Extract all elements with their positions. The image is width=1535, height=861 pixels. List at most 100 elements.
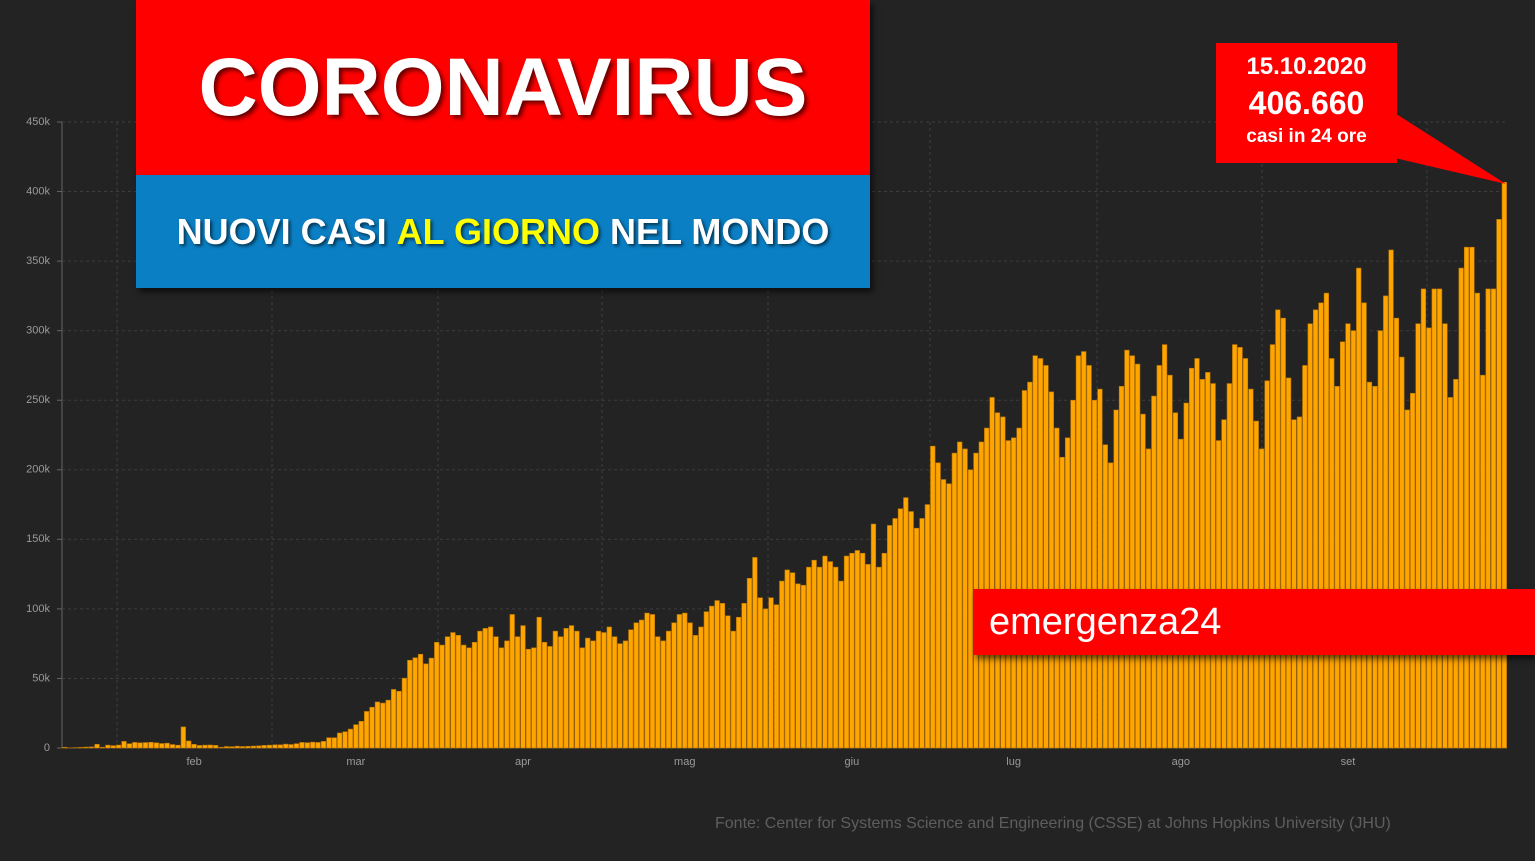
bar xyxy=(1242,358,1249,749)
bar xyxy=(374,701,381,749)
bar xyxy=(256,745,262,749)
bar xyxy=(1016,427,1022,749)
bar xyxy=(1237,347,1243,749)
bar xyxy=(531,647,537,749)
bar xyxy=(1097,388,1103,749)
bar xyxy=(1404,409,1410,749)
x-tick-label: set xyxy=(1341,756,1356,768)
bar xyxy=(1496,219,1502,749)
bar xyxy=(1188,367,1195,749)
bar xyxy=(789,572,796,749)
bar xyxy=(1350,330,1356,749)
bar xyxy=(434,641,440,749)
bar xyxy=(515,636,521,749)
bar xyxy=(407,659,413,749)
bar xyxy=(644,612,650,749)
bar xyxy=(229,746,235,749)
bar xyxy=(261,745,267,749)
bar xyxy=(455,635,461,749)
bar xyxy=(1124,349,1130,749)
bar xyxy=(390,689,397,749)
bar xyxy=(234,745,240,749)
bar xyxy=(1043,365,1049,749)
bar xyxy=(396,690,402,749)
bar xyxy=(380,702,386,749)
bar xyxy=(870,523,877,749)
bar xyxy=(1329,358,1335,749)
bar xyxy=(784,569,790,749)
bar xyxy=(1339,341,1346,749)
bar xyxy=(1183,402,1189,749)
bar xyxy=(353,724,359,749)
bar xyxy=(89,746,95,749)
bar xyxy=(746,577,753,749)
bar xyxy=(730,630,736,749)
y-tick-label: 100k xyxy=(26,603,50,615)
bar xyxy=(461,644,467,749)
bar xyxy=(628,629,634,749)
bar xyxy=(439,644,445,749)
bar xyxy=(326,737,332,749)
bar xyxy=(364,711,370,749)
bar xyxy=(266,744,273,749)
bar xyxy=(903,497,909,749)
bar xyxy=(1091,399,1098,749)
bar xyxy=(763,608,769,749)
bar xyxy=(725,615,731,749)
bar xyxy=(331,737,337,749)
bar xyxy=(1032,355,1038,749)
bar xyxy=(849,552,855,749)
y-tick-label: 250k xyxy=(26,394,50,406)
bar xyxy=(1070,399,1076,749)
bar xyxy=(558,636,564,749)
bar xyxy=(1469,246,1475,749)
bar xyxy=(105,744,111,749)
annotation-date: 15.10.2020 xyxy=(1246,53,1367,80)
bar xyxy=(1226,383,1232,749)
bar xyxy=(1302,365,1308,749)
bar xyxy=(1377,330,1383,749)
bar xyxy=(876,566,882,749)
bar xyxy=(541,641,548,749)
bar xyxy=(450,632,456,749)
bar xyxy=(579,647,585,749)
bar xyxy=(633,622,639,749)
bar xyxy=(1323,292,1329,749)
bar xyxy=(110,745,116,749)
annotation-pointer xyxy=(1390,110,1506,184)
bar xyxy=(1420,288,1427,749)
bar xyxy=(914,527,920,749)
bar xyxy=(1361,302,1367,749)
bar xyxy=(1221,419,1227,749)
bar xyxy=(1442,323,1448,749)
bar xyxy=(703,611,709,749)
bar xyxy=(655,636,661,749)
bar xyxy=(1366,381,1373,749)
bar xyxy=(687,622,693,749)
bar xyxy=(493,636,499,749)
bar xyxy=(1135,363,1141,749)
bar xyxy=(612,636,618,749)
bar xyxy=(854,550,860,749)
bar xyxy=(940,479,947,749)
bar xyxy=(471,641,478,749)
bar xyxy=(94,744,100,749)
bar xyxy=(1474,292,1480,749)
y-tick-label: 50k xyxy=(32,672,50,684)
bar xyxy=(714,600,720,749)
bar xyxy=(1291,419,1297,749)
bar xyxy=(498,647,505,749)
bar xyxy=(719,603,726,749)
bar xyxy=(153,742,159,749)
bar xyxy=(412,657,418,749)
bar xyxy=(741,603,747,749)
bar xyxy=(1118,386,1125,749)
bar xyxy=(838,580,844,749)
bar xyxy=(606,626,612,749)
bar xyxy=(347,728,354,749)
bar xyxy=(881,552,887,749)
bar xyxy=(919,518,925,749)
bar xyxy=(865,564,871,749)
bar xyxy=(444,636,451,749)
